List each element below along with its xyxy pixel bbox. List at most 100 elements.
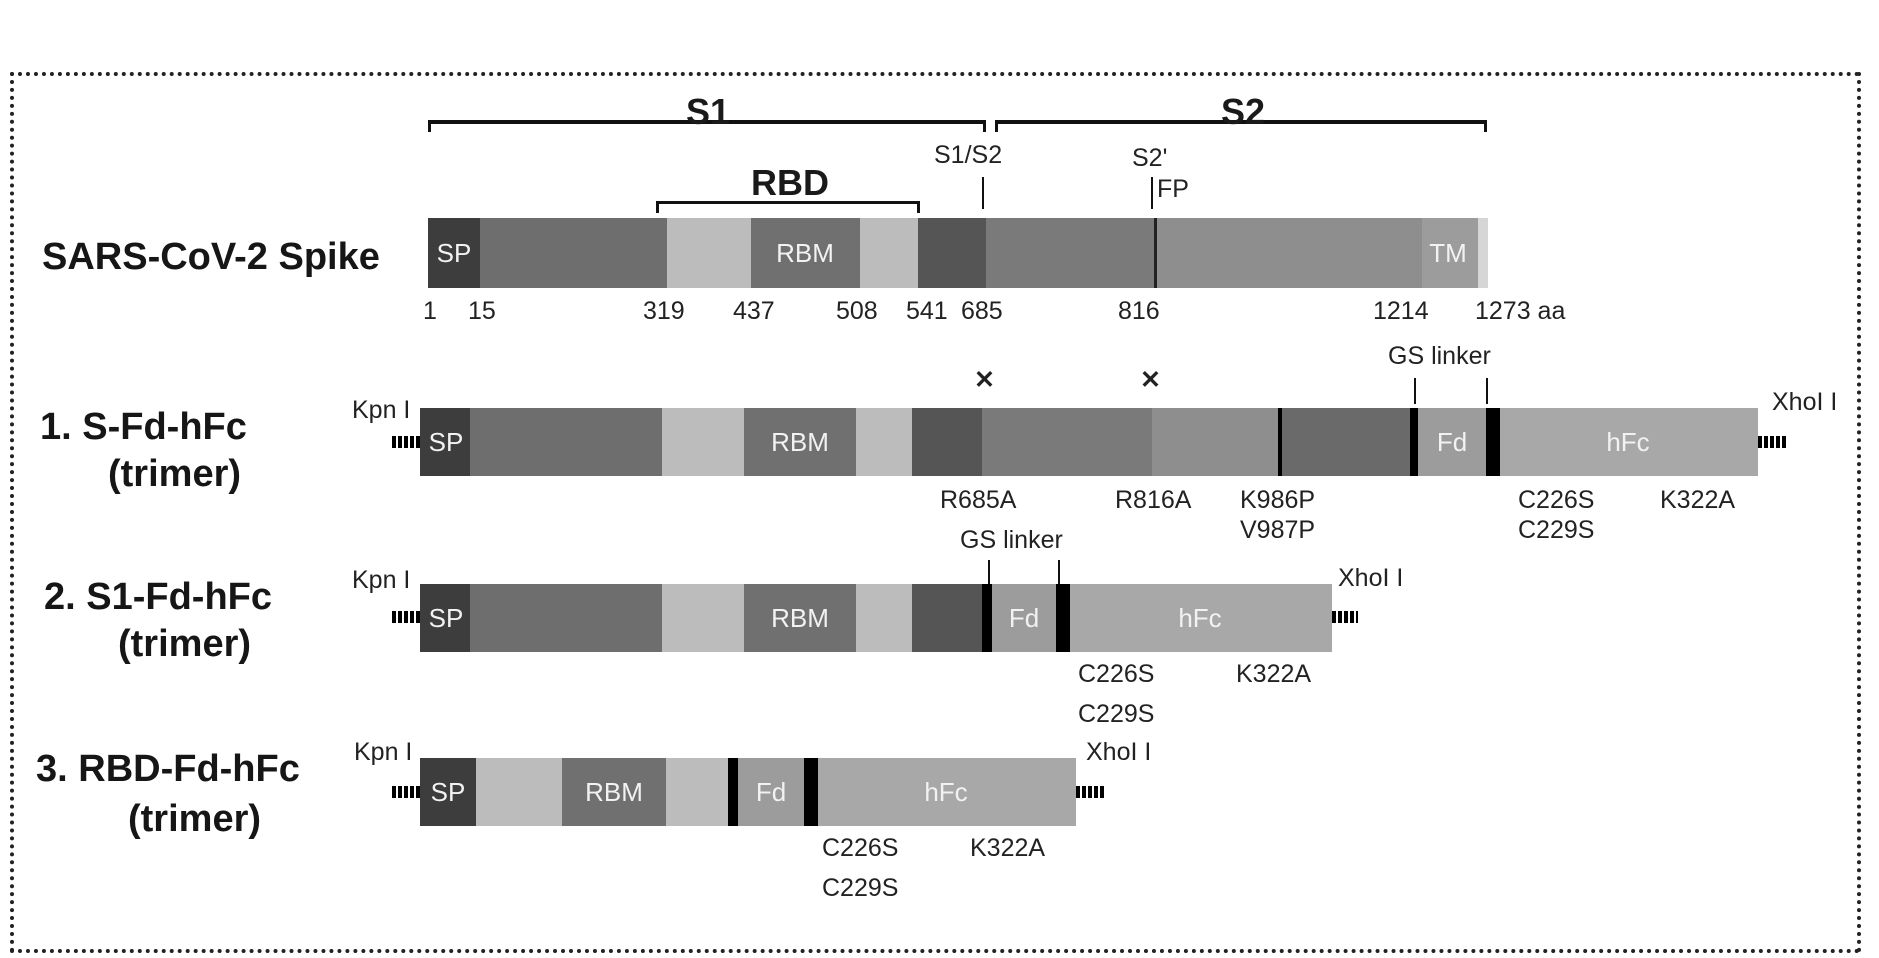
c1-rbd-2 bbox=[856, 408, 912, 476]
construct2-title: 2. S1-Fd-hFc bbox=[44, 578, 272, 616]
c1-sp-text: SP bbox=[429, 429, 464, 455]
construct1-gs-tick-1 bbox=[1414, 378, 1416, 404]
c3-k322a: K322A bbox=[970, 836, 1045, 861]
s2prime-arrow bbox=[1151, 177, 1153, 209]
spike-s2prime-line bbox=[1154, 218, 1157, 288]
spike-rbd-2 bbox=[860, 218, 918, 288]
c2-s1-ctd bbox=[912, 584, 982, 652]
c2-c229s: C229S bbox=[1078, 702, 1154, 727]
spike-s1-ntd bbox=[480, 218, 667, 288]
construct2-subtitle: (trimer) bbox=[118, 625, 251, 663]
s2prime-site-label: S2' bbox=[1132, 146, 1167, 171]
c2-rbd bbox=[662, 584, 744, 652]
c2-s1-ntd bbox=[470, 584, 662, 652]
spike-pos-319: 319 bbox=[643, 299, 685, 324]
spike-pos-508: 508 bbox=[836, 299, 878, 324]
spike-ct bbox=[1478, 218, 1488, 288]
c1-hfc-text: hFc bbox=[1606, 429, 1649, 455]
spike-pos-1: 1 bbox=[423, 299, 437, 324]
c2-k322a: K322A bbox=[1236, 662, 1311, 687]
c3-hfc-text: hFc bbox=[924, 779, 967, 805]
c1-kp-line bbox=[1278, 408, 1282, 476]
c1-r685a: R685A bbox=[940, 488, 1016, 513]
c2-sp-text: SP bbox=[429, 605, 464, 631]
construct2-xho1: XhoI I bbox=[1338, 566, 1403, 591]
c1-c229s: C229S bbox=[1518, 518, 1594, 543]
c2-hfc-text: hFc bbox=[1178, 605, 1221, 631]
construct3-kpn1: Kpn I bbox=[354, 740, 412, 765]
construct1-title: 1. S-Fd-hFc bbox=[40, 408, 247, 446]
construct2-gs-linker: GS linker bbox=[960, 528, 1063, 553]
construct3-right-tether bbox=[1076, 786, 1104, 798]
spike-pos-437: 437 bbox=[733, 299, 775, 324]
c1-s2-c bbox=[1278, 408, 1410, 476]
spike-pos-15: 15 bbox=[468, 299, 496, 324]
c2-rbm-text: RBM bbox=[771, 605, 829, 631]
spike-pos-1273: 1273 aa bbox=[1475, 299, 1565, 324]
c3-linker-2 bbox=[804, 758, 818, 826]
construct1-right-tether bbox=[1758, 436, 1786, 448]
c1-k986p: K986P bbox=[1240, 488, 1315, 513]
construct1-left-tether bbox=[392, 436, 420, 448]
construct2-right-tether bbox=[1332, 611, 1358, 623]
spike-rbd bbox=[667, 218, 751, 288]
spike-pos-685: 685 bbox=[961, 299, 1003, 324]
c3-rbd-2 bbox=[666, 758, 728, 826]
spike-s1-ctd bbox=[918, 218, 986, 288]
rbd-label: RBD bbox=[740, 165, 840, 201]
spike-pos-816: 816 bbox=[1118, 299, 1160, 324]
spike-s2-b bbox=[1156, 218, 1422, 288]
construct3-xho1: XhoI I bbox=[1086, 740, 1151, 765]
c1-rbd bbox=[662, 408, 744, 476]
construct3-left-tether bbox=[392, 786, 420, 798]
c2-linker-2 bbox=[1056, 584, 1070, 652]
s1s2-arrow bbox=[982, 177, 984, 209]
construct2-gs-tick-1 bbox=[988, 560, 990, 584]
construct1-subtitle: (trimer) bbox=[108, 455, 241, 493]
c3-c226s: C226S bbox=[822, 836, 898, 861]
c1-fd-text: Fd bbox=[1437, 429, 1467, 455]
construct1-x-816: ✕ bbox=[1140, 368, 1161, 393]
spike-pos-541: 541 bbox=[906, 299, 948, 324]
spike-tm-text: TM bbox=[1429, 240, 1467, 266]
c1-s1-ntd bbox=[470, 408, 662, 476]
c2-fd-text: Fd bbox=[1009, 605, 1039, 631]
construct2-gs-tick-2 bbox=[1058, 560, 1060, 584]
construct1-xho1: XhoI I bbox=[1772, 390, 1837, 415]
s1-label: S1 bbox=[658, 94, 758, 130]
construct2-kpn1: Kpn I bbox=[352, 568, 410, 593]
c3-fd-text: Fd bbox=[756, 779, 786, 805]
c1-s1-ctd bbox=[912, 408, 982, 476]
spike-pos-1214: 1214 bbox=[1373, 299, 1429, 324]
fp-label: FP bbox=[1157, 177, 1189, 202]
c2-c226s: C226S bbox=[1078, 662, 1154, 687]
c2-rbd-2 bbox=[856, 584, 912, 652]
c1-s2-a bbox=[982, 408, 1152, 476]
c2-linker-1 bbox=[982, 584, 992, 652]
s2-label: S2 bbox=[1193, 94, 1293, 130]
c3-c229s: C229S bbox=[822, 876, 898, 901]
spike-title: SARS-CoV-2 Spike bbox=[42, 238, 380, 276]
construct1-gs-linker: GS linker bbox=[1388, 344, 1491, 369]
construct3-subtitle: (trimer) bbox=[128, 800, 261, 838]
spike-rbm-text: RBM bbox=[776, 240, 834, 266]
c3-linker-1 bbox=[728, 758, 738, 826]
c1-c226s: C226S bbox=[1518, 488, 1594, 513]
construct1-x-685: ✕ bbox=[974, 368, 995, 393]
construct1-kpn1: Kpn I bbox=[352, 398, 410, 423]
construct1-gs-tick-2 bbox=[1486, 378, 1488, 404]
c1-linker-2 bbox=[1486, 408, 1500, 476]
spike-s2-a bbox=[986, 218, 1154, 288]
c1-linker-1 bbox=[1410, 408, 1418, 476]
c1-k322a: K322A bbox=[1660, 488, 1735, 513]
c1-s2-b bbox=[1152, 408, 1278, 476]
c1-v987p: V987P bbox=[1240, 518, 1315, 543]
c3-rbm-text: RBM bbox=[585, 779, 643, 805]
construct3-title: 3. RBD-Fd-hFc bbox=[36, 750, 300, 788]
c3-rbd bbox=[476, 758, 562, 826]
s1s2-site-label: S1/S2 bbox=[934, 143, 1002, 168]
c1-r816a: R816A bbox=[1115, 488, 1191, 513]
c1-rbm-text: RBM bbox=[771, 429, 829, 455]
spike-sp-text: SP bbox=[437, 240, 472, 266]
